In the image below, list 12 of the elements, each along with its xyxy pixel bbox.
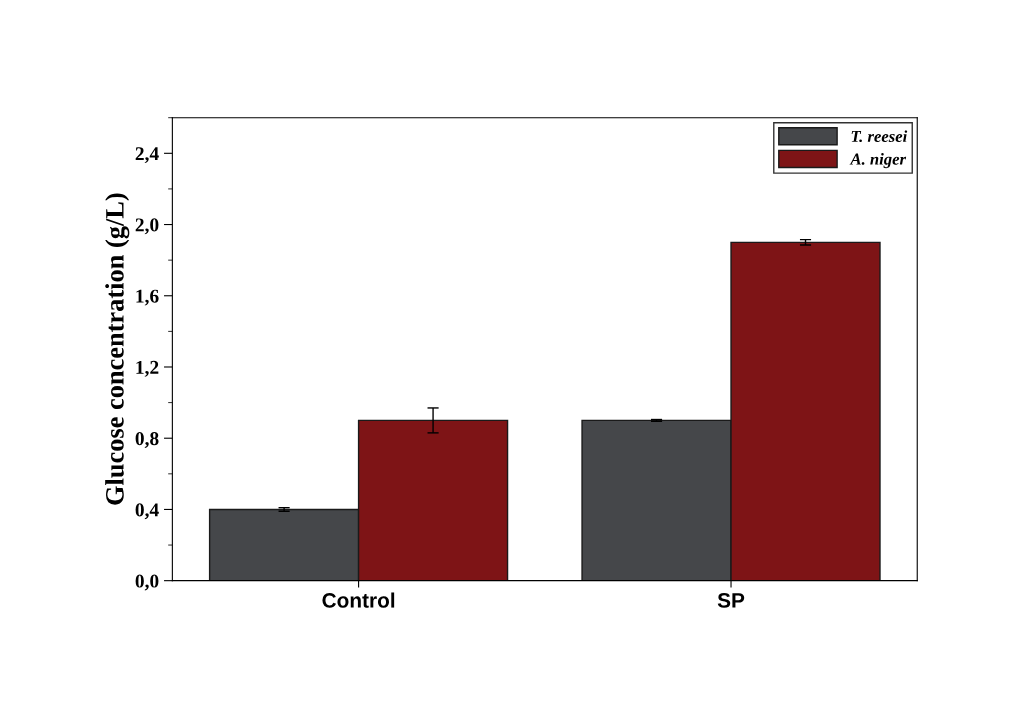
y-tick-label: 1,2	[136, 360, 159, 377]
y-tick-label: 2,0	[135, 218, 159, 235]
y-tick-label: 0,0	[135, 574, 159, 591]
legend-label: A. niger	[849, 153, 907, 169]
y-tick-label: 2,4	[135, 147, 159, 164]
y-tick-label: 0,8	[135, 432, 159, 448]
x-tick-label: Control	[322, 592, 395, 608]
y-axis-title: Glucose concentration (g/L)	[105, 193, 130, 505]
y-tick-label: 0,4	[135, 503, 159, 520]
legend-label: T. reesei	[851, 130, 908, 143]
y-tick-label: 1,6	[136, 289, 159, 306]
x-tick-label: SP	[717, 593, 745, 608]
